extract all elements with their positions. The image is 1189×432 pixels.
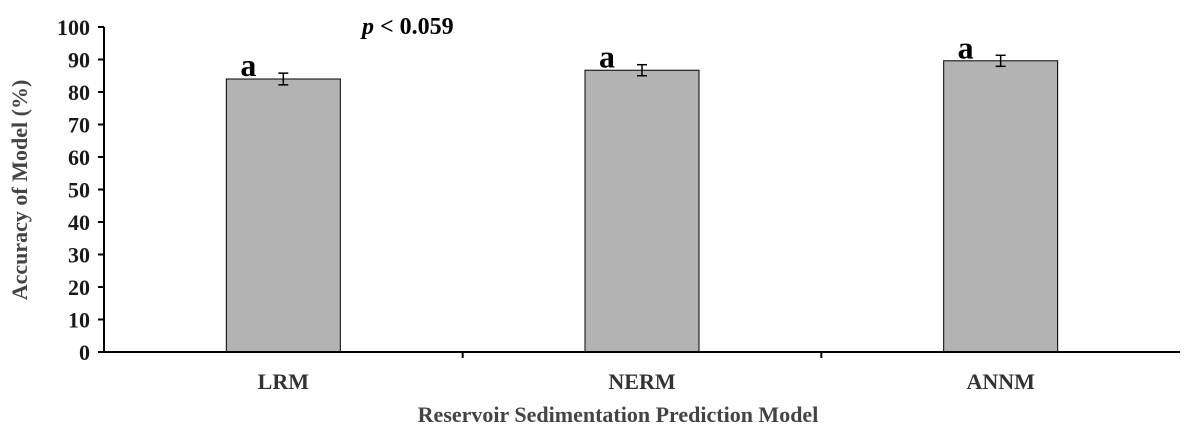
bar-nerm bbox=[584, 69, 700, 353]
error-bars bbox=[278, 54, 1006, 86]
y-tick-label: 80 bbox=[68, 80, 90, 105]
x-axis-title: Reservoir Sedimentation Prediction Model bbox=[418, 402, 819, 427]
y-tick-label: 70 bbox=[68, 113, 90, 138]
y-tick-label: 30 bbox=[68, 243, 90, 268]
y-tick-label: 90 bbox=[68, 48, 90, 73]
y-axis-title: Accuracy of Model (%) bbox=[7, 80, 32, 301]
y-axis-ticks: 0 10 20 30 40 50 60 70 80 90 100 bbox=[57, 15, 104, 365]
p-value-annotation: p < 0.059 bbox=[360, 14, 454, 40]
p-symbol: p bbox=[360, 14, 374, 40]
x-category-label: NERM bbox=[608, 369, 675, 394]
significance-letter: a bbox=[958, 29, 974, 65]
x-axis-labels: LRM NERM ANNM bbox=[258, 352, 1035, 394]
bar-annm bbox=[943, 60, 1059, 353]
y-tick-label: 0 bbox=[79, 340, 90, 365]
y-tick-label: 20 bbox=[68, 275, 90, 300]
y-tick-label: 50 bbox=[68, 178, 90, 203]
significance-letter: a bbox=[240, 47, 256, 83]
p-text: < 0.059 bbox=[374, 14, 454, 40]
y-tick-label: 10 bbox=[68, 308, 90, 333]
x-category-label: ANNM bbox=[966, 369, 1035, 394]
y-tick-label: 100 bbox=[57, 15, 90, 40]
x-category-label: LRM bbox=[258, 369, 310, 394]
significance-letter: a bbox=[599, 39, 615, 75]
y-tick-label: 40 bbox=[68, 210, 90, 235]
bars bbox=[225, 60, 1059, 353]
bar-lrm bbox=[225, 78, 341, 353]
y-tick-label: 60 bbox=[68, 145, 90, 170]
